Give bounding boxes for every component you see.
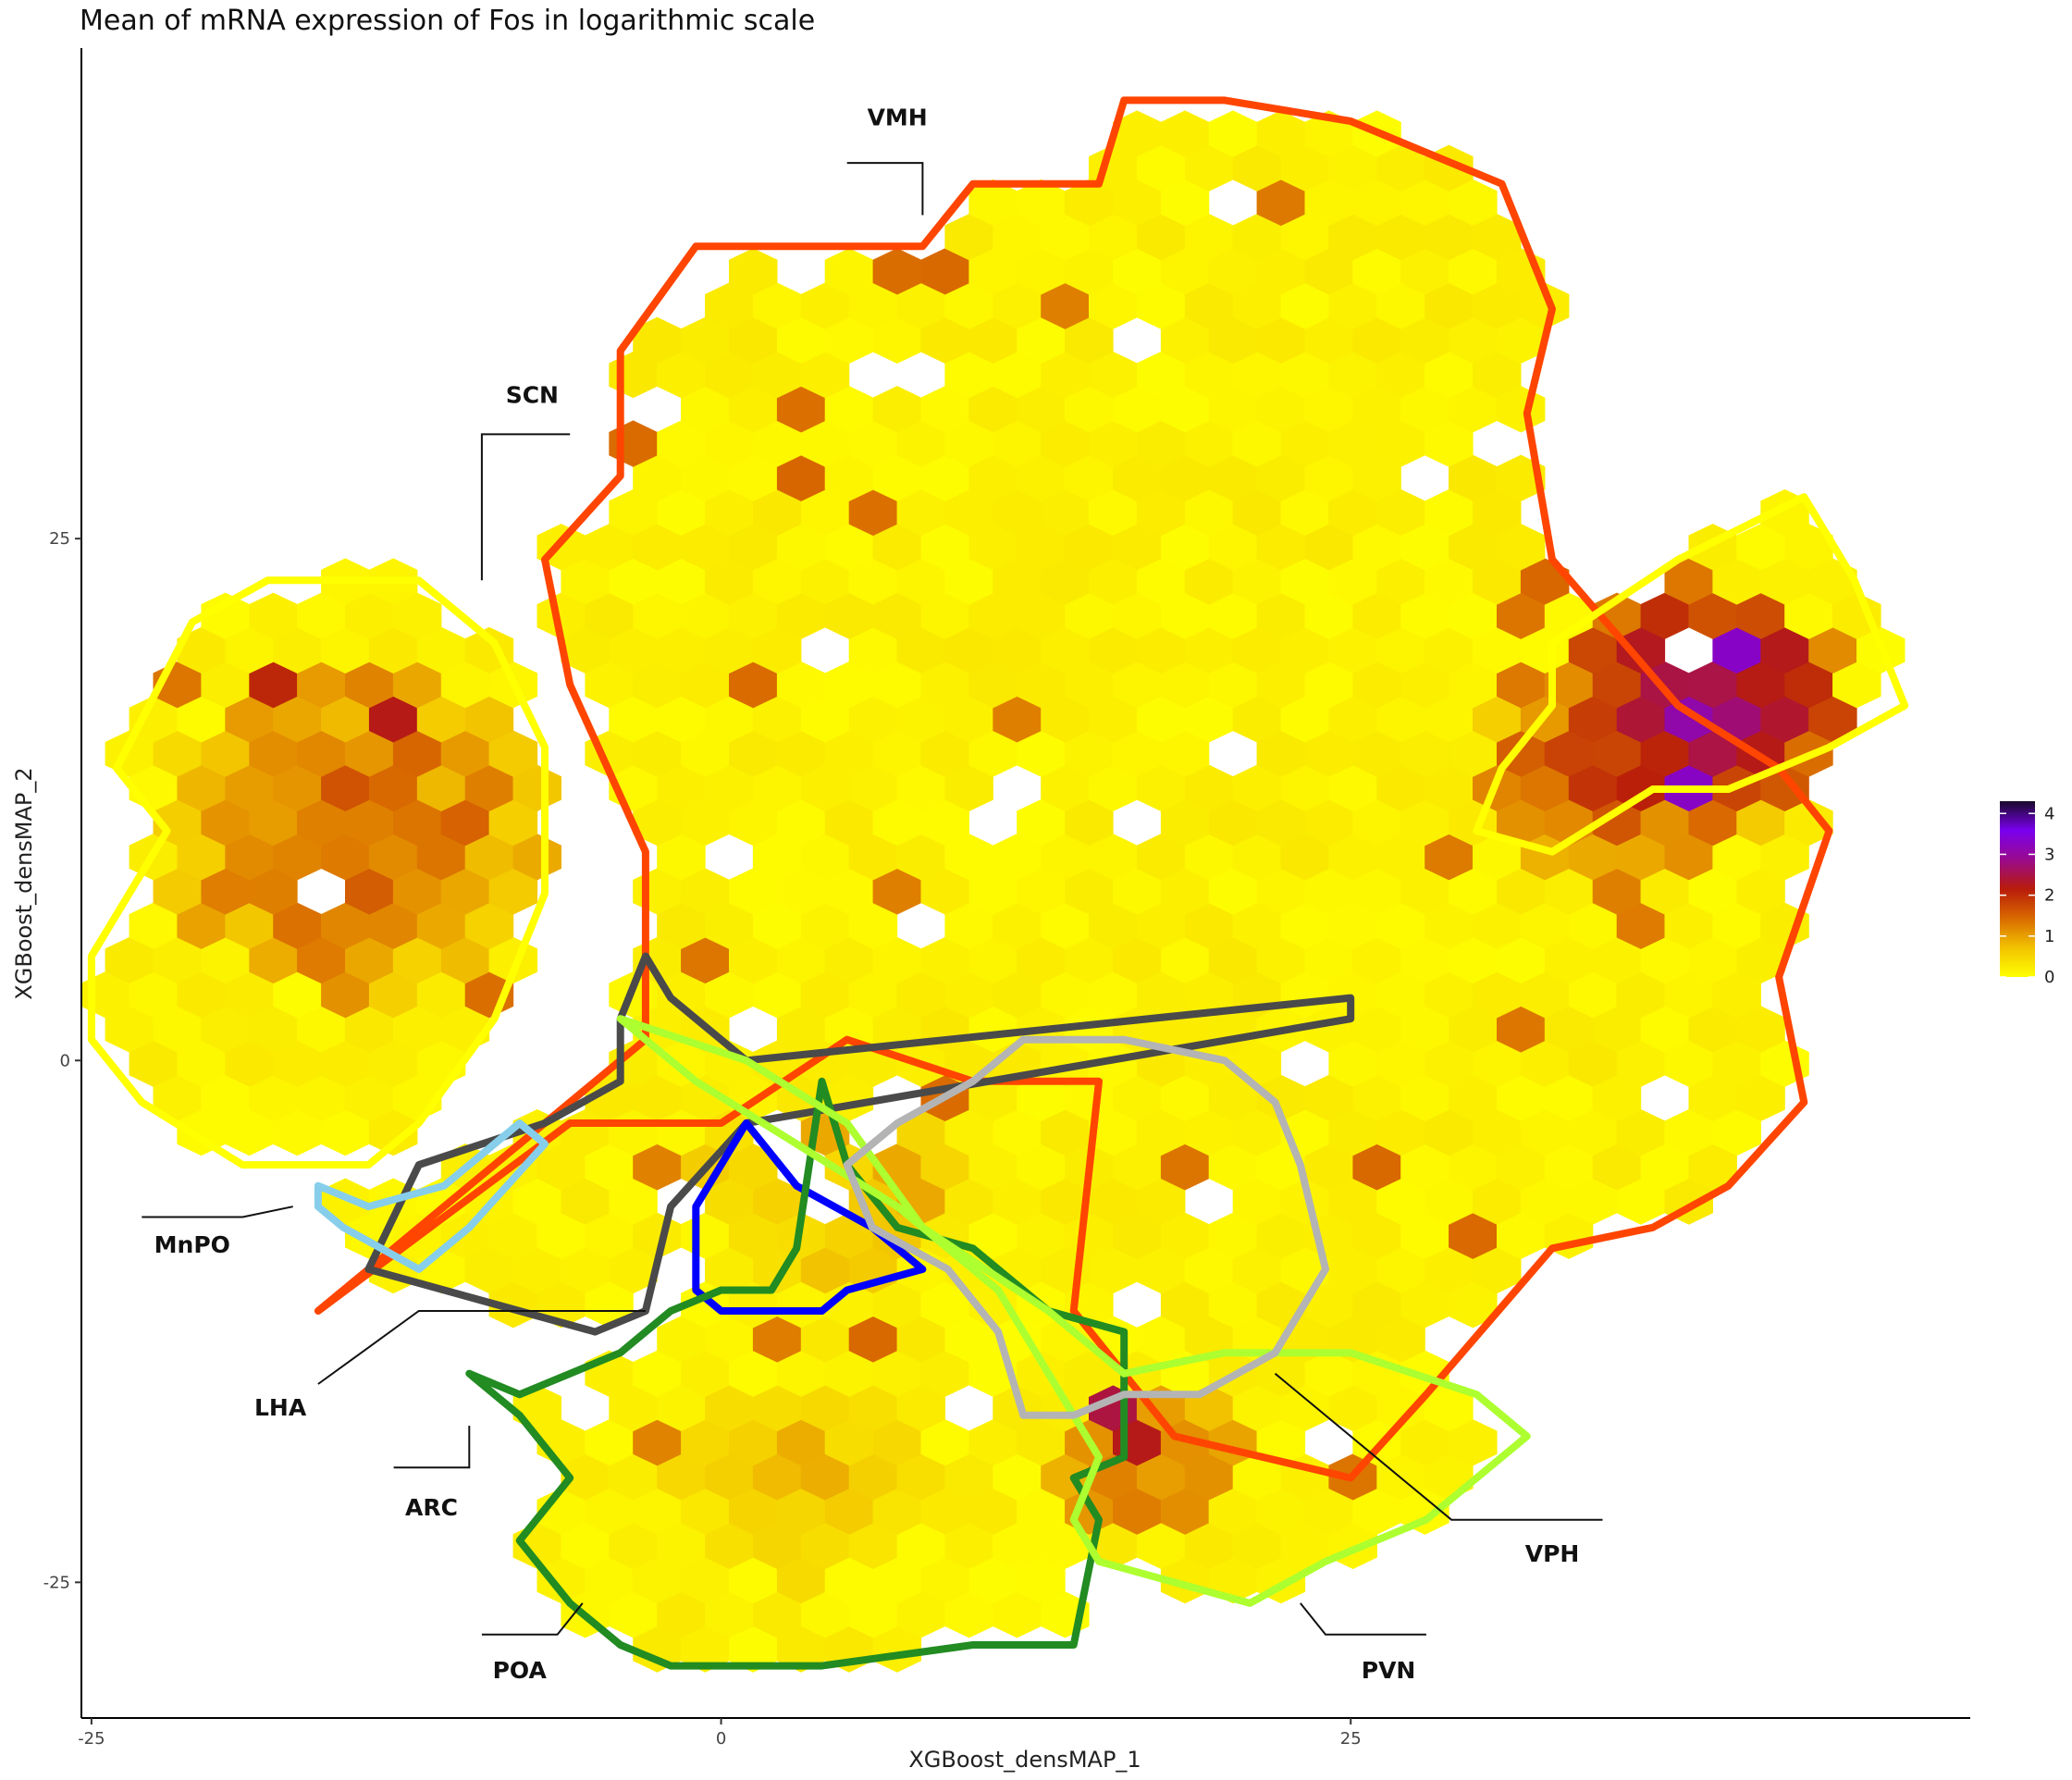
annotation-label-poa: POA bbox=[493, 1657, 548, 1684]
annotation-label-scn: SCN bbox=[506, 382, 559, 409]
annotation-leader-pvn bbox=[1300, 1602, 1426, 1636]
annotation-leader-poa bbox=[481, 1602, 584, 1636]
region-annotations: VMH SCN MnPO LHA ARC POA VPH PVN bbox=[142, 104, 1603, 1684]
annotation-label-vmh: VMH bbox=[868, 104, 928, 130]
region-outline-mnpo bbox=[314, 1119, 549, 1273]
region-outline-arc bbox=[692, 1119, 927, 1315]
y-tick-label: -25 bbox=[43, 1573, 70, 1592]
region-outline-pvn bbox=[616, 1015, 1531, 1607]
colorbar-tick-label: 1 bbox=[2044, 927, 2054, 946]
annotation-leader-scn bbox=[480, 433, 571, 581]
annotation-leader-vmh bbox=[846, 162, 924, 216]
annotation-leader-vph bbox=[1274, 1372, 1603, 1521]
region-outline-scn bbox=[87, 576, 549, 1169]
hex-cell bbox=[728, 248, 778, 295]
annotation-leader-lha bbox=[317, 1310, 646, 1385]
colorbar-bar bbox=[2000, 801, 2035, 977]
annotation-leader-mnpo bbox=[142, 1205, 293, 1218]
colorbar-tick-label: 4 bbox=[2044, 804, 2054, 823]
axes: -25 0 25 -25 0 25 bbox=[43, 48, 1970, 1749]
colorbar-tick-label: 3 bbox=[2044, 845, 2054, 864]
annotation-leader-arc bbox=[393, 1426, 471, 1469]
hexbin-cells bbox=[81, 110, 1906, 1673]
x-tick-label: 25 bbox=[1340, 1729, 1362, 1749]
region-outline-poa bbox=[465, 1077, 1128, 1670]
colorbar-legend: 0 1 2 3 4 bbox=[2000, 801, 2054, 987]
y-tick-label: 0 bbox=[60, 1051, 70, 1070]
y-tick-label: 25 bbox=[49, 529, 70, 549]
annotation-label-vph: VPH bbox=[1525, 1540, 1580, 1567]
annotation-label-pvn: PVN bbox=[1362, 1657, 1416, 1684]
colorbar-tick-label: 0 bbox=[2044, 968, 2054, 987]
x-axis-title: XGBoost_densMAP_1 bbox=[908, 1747, 1141, 1773]
x-tick-label: -25 bbox=[78, 1729, 105, 1749]
colorbar-tick-label: 2 bbox=[2044, 886, 2054, 906]
y-axis-title: XGBoost_densMAP_2 bbox=[11, 767, 37, 999]
x-tick-label: 0 bbox=[716, 1729, 726, 1749]
chart-title: Mean of mRNA expression of Fos in logari… bbox=[80, 5, 815, 37]
annotation-label-lha: LHA bbox=[254, 1394, 307, 1421]
annotation-label-mnpo: MnPO bbox=[154, 1231, 230, 1258]
annotation-label-arc: ARC bbox=[405, 1494, 458, 1521]
region-outline-vph bbox=[843, 1035, 1329, 1419]
region-outline-scn2 bbox=[1473, 493, 1909, 856]
